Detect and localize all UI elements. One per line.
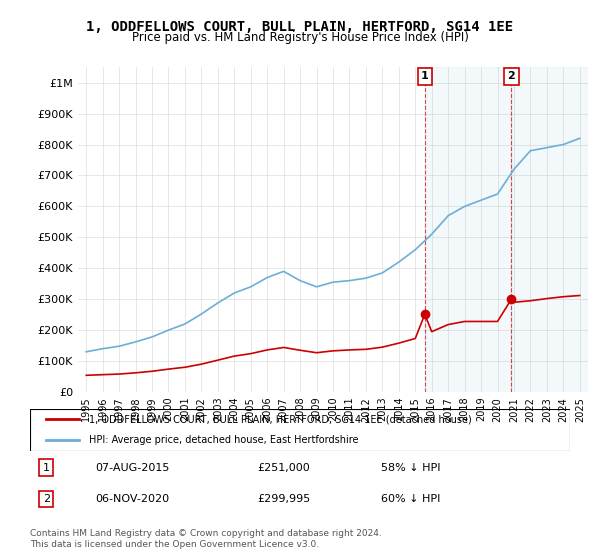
Text: £299,995: £299,995 (257, 494, 310, 504)
Text: HPI: Average price, detached house, East Hertfordshire: HPI: Average price, detached house, East… (89, 435, 359, 445)
Text: 60% ↓ HPI: 60% ↓ HPI (381, 494, 440, 504)
Text: £251,000: £251,000 (257, 463, 310, 473)
Text: 2: 2 (508, 72, 515, 82)
Text: 1: 1 (43, 463, 50, 473)
Bar (425, 67, 511, 392)
Text: 07-AUG-2015: 07-AUG-2015 (95, 463, 169, 473)
Text: 1, ODDFELLOWS COURT, BULL PLAIN, HERTFORD, SG14 1EE: 1, ODDFELLOWS COURT, BULL PLAIN, HERTFOR… (86, 20, 514, 34)
Bar (511, 67, 588, 392)
Text: Price paid vs. HM Land Registry's House Price Index (HPI): Price paid vs. HM Land Registry's House … (131, 31, 469, 44)
Text: 06-NOV-2020: 06-NOV-2020 (95, 494, 169, 504)
Text: 2: 2 (43, 494, 50, 504)
Text: 1: 1 (421, 72, 428, 82)
Text: 58% ↓ HPI: 58% ↓ HPI (381, 463, 440, 473)
Text: Contains HM Land Registry data © Crown copyright and database right 2024.
This d: Contains HM Land Registry data © Crown c… (30, 529, 382, 549)
Text: 1, ODDFELLOWS COURT, BULL PLAIN, HERTFORD, SG14 1EE (detached house): 1, ODDFELLOWS COURT, BULL PLAIN, HERTFOR… (89, 414, 472, 424)
